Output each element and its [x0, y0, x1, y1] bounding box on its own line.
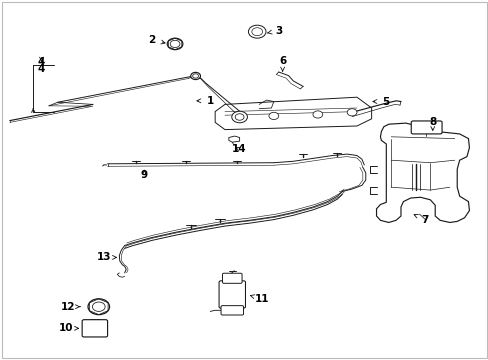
Circle shape	[268, 112, 278, 120]
FancyBboxPatch shape	[219, 281, 245, 308]
Circle shape	[248, 25, 265, 38]
Circle shape	[167, 38, 183, 50]
Text: 5: 5	[382, 96, 389, 107]
FancyBboxPatch shape	[221, 306, 243, 315]
Circle shape	[190, 72, 200, 80]
Circle shape	[231, 111, 247, 123]
Circle shape	[312, 111, 322, 118]
Text: 4: 4	[38, 64, 45, 74]
Circle shape	[346, 109, 356, 116]
FancyBboxPatch shape	[410, 121, 441, 134]
FancyBboxPatch shape	[222, 273, 242, 283]
Text: 7: 7	[421, 215, 428, 225]
Text: 9: 9	[141, 170, 147, 180]
Text: 2: 2	[148, 35, 155, 45]
Text: 3: 3	[275, 26, 282, 36]
Text: 14: 14	[232, 144, 246, 154]
Text: 4: 4	[38, 57, 45, 67]
Text: 10: 10	[59, 323, 73, 333]
Circle shape	[420, 122, 431, 131]
Text: 11: 11	[254, 294, 268, 304]
Text: 12: 12	[61, 302, 76, 312]
Text: 13: 13	[97, 252, 111, 262]
Text: 6: 6	[279, 56, 285, 66]
FancyBboxPatch shape	[82, 320, 107, 337]
Circle shape	[88, 299, 109, 315]
Text: 1: 1	[206, 96, 213, 106]
Text: 8: 8	[428, 117, 435, 127]
